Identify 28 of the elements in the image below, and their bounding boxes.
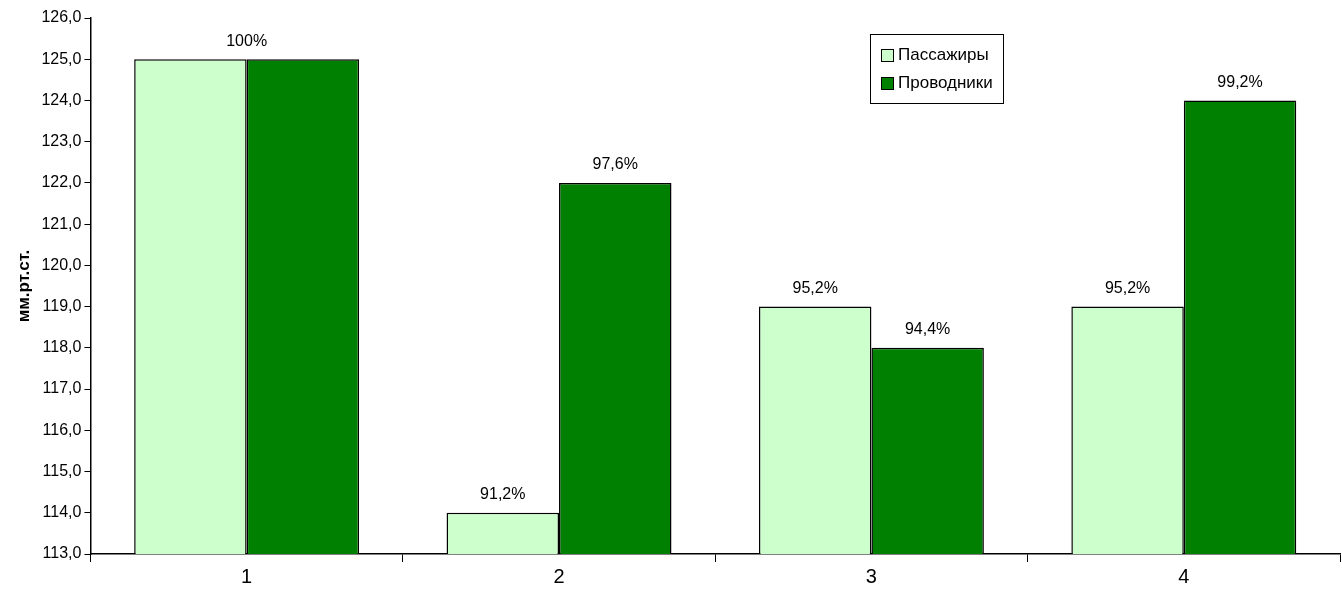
y-tick-label: 116,0 xyxy=(42,420,82,438)
y-axis-title: мм.рт.ст. xyxy=(13,249,33,323)
annotation: 97,6% xyxy=(592,155,638,173)
y-tick-label: 115,0 xyxy=(42,461,82,479)
y-tick-label: 114,0 xyxy=(42,503,82,521)
y-tick-label: 121,0 xyxy=(41,214,82,232)
annotation: 100% xyxy=(226,31,268,49)
y-tick-label: 126,0 xyxy=(41,8,82,26)
annotation: 95,2% xyxy=(792,279,838,297)
y-tick-label: 122,0 xyxy=(41,173,82,191)
annotation: 91,2% xyxy=(480,485,526,503)
x-tick-label: 3 xyxy=(865,564,877,587)
y-tick-label: 124,0 xyxy=(41,90,82,108)
y-tick-label: 118,0 xyxy=(42,338,82,356)
y-tick-label: 120,0 xyxy=(41,255,82,273)
y-tick-label: 119,0 xyxy=(42,297,82,315)
annotation: 95,2% xyxy=(1104,279,1151,297)
legend-label: Проводники xyxy=(898,72,993,94)
annotation: 99,2% xyxy=(1217,72,1263,90)
legend-label: Пассажиры xyxy=(898,44,989,66)
y-tick-label: 113,0 xyxy=(42,544,82,562)
y-tick-label: 117,0 xyxy=(42,379,82,397)
y-tick-label: 125,0 xyxy=(41,49,82,67)
y-tick-label: 123,0 xyxy=(41,132,82,150)
x-tick-label: 2 xyxy=(553,564,565,587)
annotation: 94,4% xyxy=(904,320,951,338)
x-tick-label: 1 xyxy=(241,564,253,587)
x-tick-label: 4 xyxy=(1178,564,1190,587)
